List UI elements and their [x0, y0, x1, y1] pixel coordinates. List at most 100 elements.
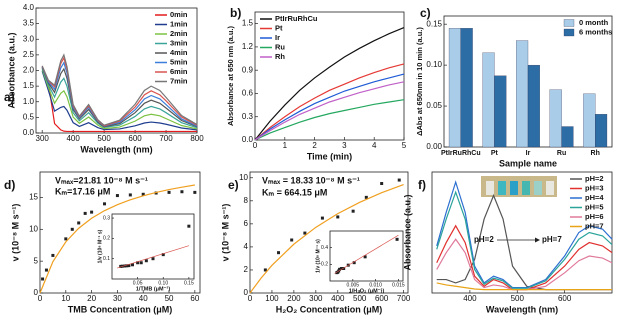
series-line — [254, 81, 405, 141]
series-line — [41, 53, 198, 126]
legend-label: pH=7 — [585, 221, 604, 230]
y-axis-label: Absorbance (a.u.) — [6, 32, 16, 108]
legend-label: 0min — [170, 10, 188, 19]
x-axis-label: TMB Concentration (μM) — [68, 304, 173, 314]
y-tick-label: 5 — [34, 256, 39, 265]
x-tick-label: 10 — [61, 294, 70, 303]
legend-label: pH=5 — [585, 202, 604, 211]
x-tick-label: 700 — [159, 134, 173, 143]
bar — [494, 75, 507, 148]
legend-label: PtIrRuRhCu — [275, 14, 318, 23]
x-tick-label: 500 — [511, 294, 525, 303]
x-tick-label: 0.005 — [347, 282, 360, 288]
y-tick-label: 0 — [34, 288, 39, 297]
legend-label: pH=3 — [585, 183, 604, 192]
series-line — [41, 67, 197, 133]
x-tick-label: Rh — [591, 150, 600, 157]
x-tick-label: 300 — [309, 294, 323, 303]
legend-label: 4min — [170, 48, 188, 57]
y-tick-label: 0.0 — [23, 128, 35, 137]
x-tick-label: Ru — [557, 150, 566, 157]
annotation: pH=7 — [542, 235, 562, 244]
data-point — [167, 190, 171, 194]
y-tick-label: 1.5 — [242, 19, 254, 28]
data-point — [187, 224, 191, 228]
series-line — [254, 26, 405, 141]
data-point — [290, 238, 294, 242]
y-tick-label: 1.0 — [23, 97, 35, 106]
data-point — [363, 255, 367, 259]
legend-label: 2min — [170, 29, 188, 38]
y-tick-label: 0.15 — [426, 19, 442, 28]
series-line — [436, 190, 613, 289]
x-tick-label: 2 — [312, 141, 317, 150]
panel-label: c) — [420, 6, 431, 20]
legend-label: Rh — [275, 52, 285, 61]
data-point — [141, 192, 145, 196]
x-tick-label: 5 — [402, 141, 407, 150]
data-point — [51, 253, 55, 257]
plot-frame — [111, 213, 195, 280]
y-tick-label: 0.9 — [242, 65, 254, 74]
series-line — [254, 73, 405, 141]
x-tick-label: PtIrRuRhCu — [441, 150, 481, 157]
legend-label: Ru — [275, 42, 285, 51]
x-tick-label: 400 — [331, 294, 345, 303]
y-tick-label: 6 — [244, 219, 249, 228]
x-tick-label: 700 — [397, 294, 411, 303]
x-tick-label: 400 — [463, 294, 477, 303]
x-axis-label: Sample name — [499, 158, 557, 168]
data-point — [115, 194, 119, 198]
legend-label: pH=4 — [585, 193, 604, 202]
y-tick-label: 0.5 — [23, 112, 35, 121]
x-tick-label: 0.10 — [158, 280, 168, 286]
data-point — [397, 178, 401, 182]
plot-frame — [431, 171, 613, 294]
data-point — [352, 261, 356, 265]
y-tick-label: 1.2 — [242, 42, 254, 51]
series-line — [41, 70, 198, 131]
data-point — [338, 267, 342, 271]
data-point — [303, 231, 307, 235]
bar — [482, 52, 495, 148]
annotation: pH=2 — [474, 235, 494, 244]
y-tick-label: 0.2 — [103, 236, 110, 242]
y-tick-label: 0 — [244, 288, 249, 297]
plot-frame — [249, 171, 409, 294]
y-tick-label: 3.5 — [23, 19, 35, 28]
data-point — [193, 190, 197, 194]
panel-label: b) — [230, 6, 241, 20]
bar — [549, 89, 562, 148]
legend-label: Pt — [275, 23, 283, 32]
legend-swatch — [563, 28, 575, 37]
x-tick-label: 0 — [248, 294, 253, 303]
y-tick-label: 0.4 — [321, 245, 328, 251]
x-tick-label: 600 — [128, 134, 142, 143]
x-tick-label: 4 — [372, 141, 377, 150]
y-tick-label: 0.1 — [103, 256, 110, 262]
panel-label: a) — [4, 90, 15, 104]
panel: 0 5 10 15 0 10 20 30 40 50 60 TMB Concentration (μM… — [10, 171, 201, 314]
x-axis-label: 1/TMB (μM⁻¹) — [136, 285, 171, 292]
fit-line — [117, 245, 189, 269]
y-axis-label: v (10⁻⁸ M s⁻¹) — [220, 204, 230, 262]
legend-label: pH=6 — [585, 212, 604, 221]
bar — [516, 40, 529, 148]
annotation: Vₘₐₓ = 18.33 10⁻⁸ M s⁻¹ — [262, 175, 360, 185]
y-axis-label: Absorbance at 650 nm (a.u.) — [226, 25, 235, 126]
data-point — [41, 277, 45, 281]
y-tick-label: 15 — [29, 193, 38, 202]
y-axis-label: Absorbance (a.u.) — [402, 194, 412, 270]
annotation: Vₘₐₓ=21.81 10⁻⁸ M s⁻¹ — [55, 175, 148, 185]
x-tick-label: 500 — [353, 294, 367, 303]
x-tick-label: 0 — [253, 141, 258, 150]
data-point — [320, 216, 324, 220]
data-point — [90, 210, 94, 214]
data-point — [263, 268, 267, 272]
series-line — [436, 282, 612, 291]
annotation: Kₘ = 664.15 μM — [262, 187, 327, 197]
panel: 0.0 0.5 1.0 1.5 2.0 2.5 3.0 3.5 4.0 300 400 500 600 7… — [6, 3, 204, 154]
data-point — [77, 221, 81, 225]
x-tick-label: Ir — [526, 150, 531, 157]
